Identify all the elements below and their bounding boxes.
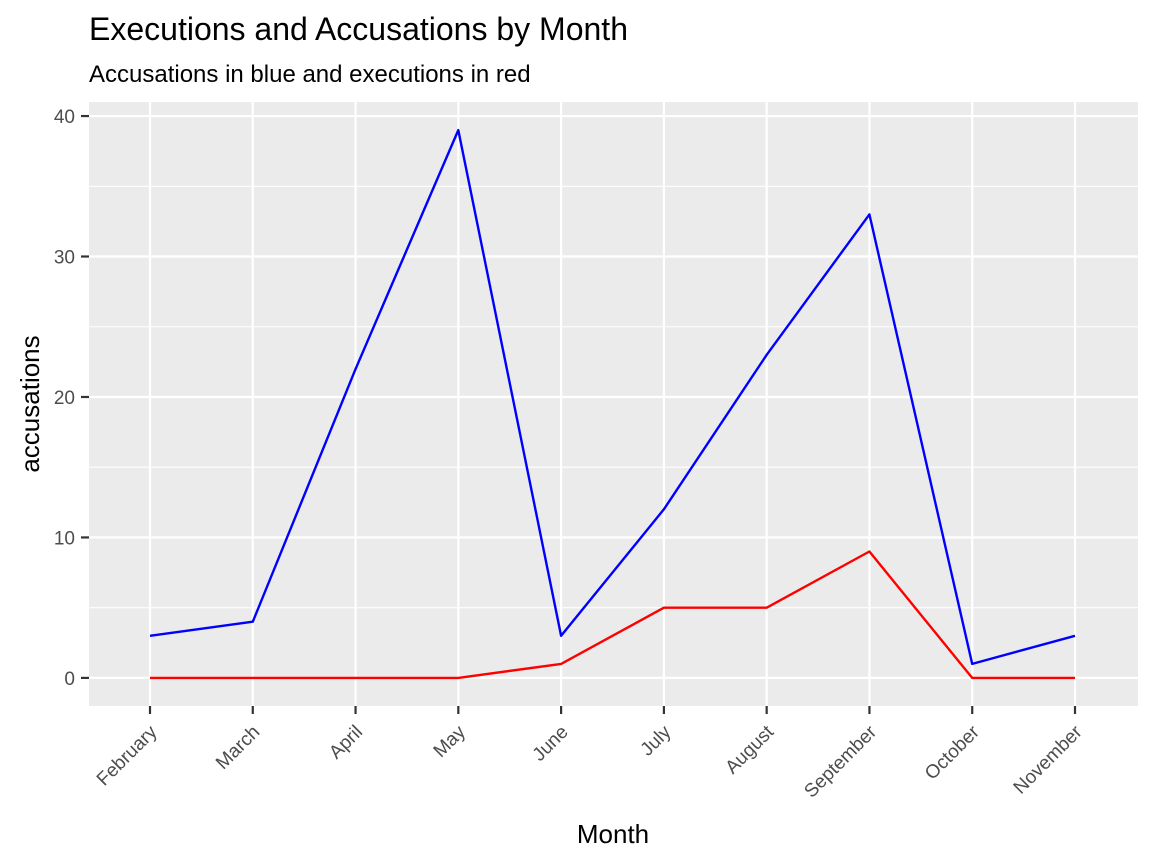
y-tick-label: 0	[64, 669, 75, 690]
plot-panel	[89, 102, 1138, 706]
x-axis-title: Month	[577, 819, 649, 849]
x-tick-label: October	[921, 721, 984, 784]
y-axis-title: accusations	[15, 335, 45, 472]
x-tick-label: August	[722, 721, 779, 778]
x-tick-label: March	[212, 722, 264, 774]
x-tick-label: November	[1010, 721, 1087, 798]
series-line	[150, 550, 1075, 680]
chart-subtitle: Accusations in blue and executions in re…	[89, 61, 531, 88]
x-tick-label: September	[800, 721, 881, 802]
grid-major	[89, 102, 1138, 706]
x-tick-label: May	[430, 721, 471, 762]
y-tick-label: 10	[54, 528, 75, 549]
grid-minor	[89, 185, 1138, 609]
x-axis: February March April May June July August Septe…	[93, 706, 1087, 802]
y-tick-label: 40	[54, 107, 75, 128]
x-tick-label: July	[637, 721, 676, 760]
series-line	[149, 128, 1076, 666]
y-tick-label: 20	[54, 388, 75, 409]
x-tick-label: February	[93, 721, 162, 790]
chart-title: Executions and Accusations by Month	[89, 11, 628, 47]
y-tick-label: 30	[54, 248, 75, 269]
x-tick-label: June	[529, 722, 573, 766]
y-axis: 0 10 20 30 40	[54, 107, 89, 690]
series-layer	[149, 128, 1076, 680]
x-tick-label: April	[325, 722, 367, 764]
